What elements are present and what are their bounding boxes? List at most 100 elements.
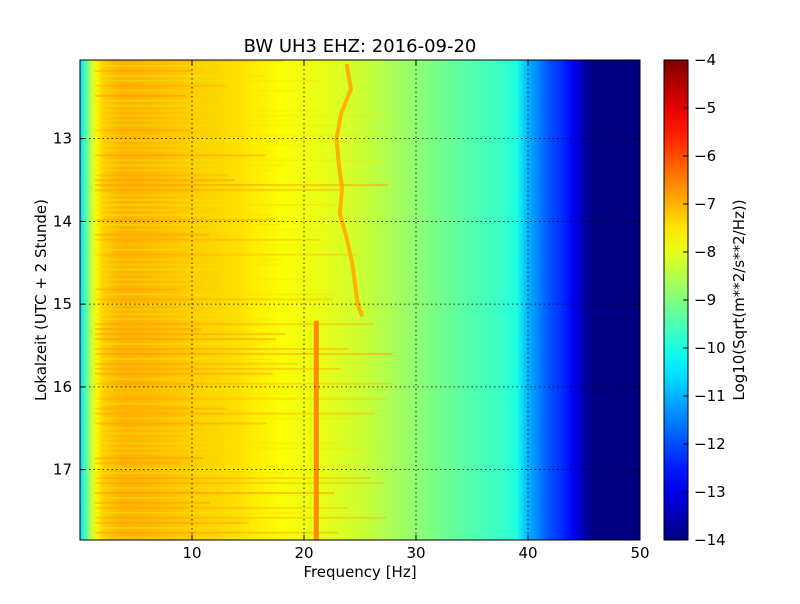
time-streak [95,283,199,286]
grid-lines [80,60,640,540]
time-streak [95,84,227,87]
time-streak [95,323,375,326]
time-streak [95,417,358,420]
time-streak [95,199,223,201]
time-streak [95,268,226,271]
x-tick-label: 40 [518,544,537,562]
time-streak [95,228,373,231]
colorbar-ticks: −4 −5 −6 −7 −8 −9 −10 −11 −12 −13 −14 [683,51,726,549]
time-streak [95,482,384,485]
colorbar-tick-label: −4 [694,51,716,69]
time-streak [95,382,393,385]
time-streak [95,367,341,370]
x-axis-label: Frequency [Hz] [303,563,416,581]
time-streak [95,487,194,489]
time-streak [95,427,194,430]
time-streak [95,462,182,465]
time-streak [95,104,217,107]
time-streak [95,273,206,276]
time-streak [95,213,272,216]
colorbar-tick-label: −11 [694,387,726,405]
time-streak [95,447,373,450]
time-streak [95,184,388,187]
time-streak [95,263,283,266]
time-streak [95,209,177,211]
time-streak [95,223,279,226]
time-streak [95,521,249,524]
time-streak [95,89,299,92]
colorbar-tick-label: −12 [694,435,726,453]
time-streak [95,526,203,529]
colorbar-tick-label: −7 [694,195,716,213]
time-streak [95,258,284,261]
time-streak [95,159,386,162]
y-tick-label: 15 [53,295,72,313]
time-streak [95,79,320,82]
x-tick-label: 30 [406,544,425,562]
colorbar-tick-label: −14 [694,531,726,549]
time-streak [95,313,242,316]
time-streak [95,298,333,301]
time-streak [95,233,209,236]
time-streak [95,164,285,167]
x-tick-label: 10 [182,544,201,562]
time-streak [95,109,323,112]
spectrogram-image [80,60,640,540]
time-streak [95,189,340,192]
time-streak [95,194,181,197]
time-streak [95,144,319,147]
time-streak [95,253,358,256]
time-streak [95,288,177,291]
x-axis-ticks: 10 20 30 40 50 [182,60,650,562]
time-streak [95,119,296,122]
time-streak [95,362,298,365]
time-streak [95,422,267,425]
time-streak [95,392,292,395]
time-streak [95,328,202,331]
time-streak [95,501,210,504]
time-streak [95,348,349,350]
time-streak [95,432,231,435]
time-streak [95,65,229,67]
colorbar: −4 −5 −6 −7 −8 −9 −10 −11 −12 −13 −14 Log10(Sqrt(m… [663,51,748,549]
time-streak [95,397,387,400]
chart-title: BW UH3 EHZ: 2016-09-20 [244,36,477,57]
time-streak [95,477,371,480]
time-streak [95,318,272,321]
time-streak [95,492,335,494]
time-streak [95,238,321,241]
x-tick-label: 20 [294,544,313,562]
time-streak [95,511,304,514]
time-streak [95,248,193,251]
time-streak [95,353,393,355]
x-tick-label: 50 [630,544,649,562]
time-streak [95,412,375,415]
y-tick-label: 14 [53,212,72,230]
time-streak [95,218,276,221]
time-streak [95,179,235,182]
time-streak [95,124,345,127]
time-streaks [95,60,393,539]
time-streak [95,333,285,336]
y-axis-ticks: 13 14 15 16 17 [53,130,640,479]
time-streak [95,536,310,539]
time-streak [95,74,266,77]
time-streak [95,531,339,534]
time-streak [95,129,193,132]
time-streak [95,169,275,172]
time-streak [95,472,284,475]
y-tick-label: 16 [53,378,72,396]
colorbar-label: Log10(Sqrt(m**2/s**2/Hz)) [730,199,748,400]
time-streak [95,377,187,380]
time-streak [95,457,203,460]
time-streak [95,506,349,509]
time-streak [95,442,339,445]
time-streak [95,407,227,410]
plot-area: 10 20 30 40 50 13 14 15 16 17 [53,59,650,562]
time-streak [95,293,338,296]
time-streak [95,372,273,375]
time-streak [95,204,338,206]
time-streak [95,387,324,390]
